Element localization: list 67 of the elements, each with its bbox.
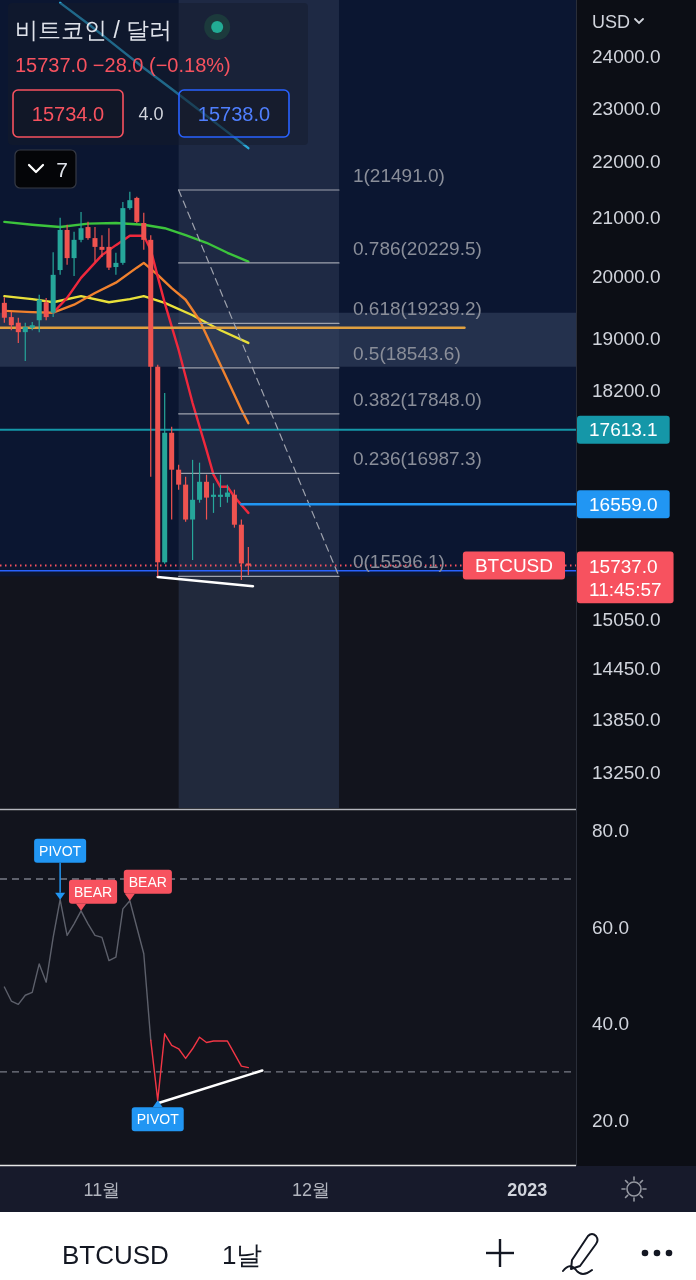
candlestick — [217, 474, 223, 508]
candlestick — [71, 231, 77, 277]
series-label: 0.786(20229.5) — [352, 237, 482, 259]
x-tick-label: 12월 — [292, 1180, 331, 1200]
candlestick — [127, 191, 133, 211]
series-label: PIVOT — [136, 1111, 180, 1128]
candlestick — [210, 482, 216, 514]
candlestick — [197, 462, 203, 504]
candlestick — [204, 474, 210, 521]
y-axis-title: USD — [592, 12, 631, 32]
y-tick-label: 40.0 — [592, 1013, 629, 1035]
annotation: 7 — [56, 157, 68, 181]
candlestick — [190, 459, 196, 561]
x-tick-label: 2023 — [507, 1180, 548, 1200]
ref-line-label: 17613.1 — [589, 419, 658, 441]
candlestick — [78, 211, 84, 243]
text: PIVOT — [39, 842, 82, 859]
candlestick — [224, 484, 230, 504]
series-label: BEAR — [128, 873, 167, 890]
series-label: 0.5(18543.6) — [352, 342, 461, 364]
ref-line-label: 15737.0 11:45:57 — [589, 555, 662, 600]
y-tick-label: 21000.0 — [592, 207, 661, 229]
line-series — [3, 294, 250, 345]
y-tick-label: 15050.0 — [592, 608, 661, 630]
series-label: 0.382(17848.0) — [352, 388, 482, 410]
line-series — [3, 220, 250, 263]
x-tick-label: 11월 — [83, 1180, 121, 1200]
annotation: 4.0 — [138, 104, 164, 124]
candlestick — [106, 227, 112, 271]
y-tick-label: 13850.0 — [592, 709, 661, 731]
candlestick — [8, 311, 14, 331]
candlestick — [1, 296, 7, 324]
series-label: 0.618(19239.2) — [352, 298, 482, 320]
y-tick-label: 23000.0 — [592, 97, 661, 119]
text: 15737.0 −28.0 (−0.18%) — [15, 54, 231, 76]
y-tick-label: 22000.0 — [592, 151, 661, 173]
candlestick — [134, 196, 140, 224]
y-tick-label: 13250.0 — [592, 762, 661, 784]
series-label: 0.236(16987.3) — [352, 448, 482, 470]
text: BEAR — [73, 883, 113, 900]
candlestick — [22, 322, 28, 362]
series-label: 1(21491.0) — [352, 164, 445, 186]
y-tick-label: 20.0 — [592, 1109, 629, 1131]
text: 1날 — [222, 1240, 263, 1270]
y-tick-label: 14450.0 — [592, 657, 661, 679]
candlestick — [92, 226, 98, 263]
y-tick-label: 60.0 — [592, 916, 629, 938]
annotation: 15738.0 — [197, 102, 271, 125]
candlestick — [113, 252, 119, 276]
text: BTCUSD — [62, 1240, 169, 1270]
y-tick-label: 20000.0 — [592, 266, 661, 288]
y-tick-label: 19000.0 — [592, 327, 661, 349]
y-tick-label: 80.0 — [592, 820, 629, 842]
candlestick — [36, 294, 42, 333]
candlestick — [99, 234, 105, 258]
candlestick — [176, 464, 182, 491]
annotation: 15734.0 — [31, 102, 105, 125]
candlestick — [141, 212, 147, 251]
candlestick — [43, 297, 49, 321]
text: 비트코인 / 달러 — [15, 17, 173, 43]
candlestick — [15, 317, 21, 344]
y-tick-label: 18200.0 — [592, 379, 661, 401]
candlestick — [245, 546, 251, 576]
annotation: BTCUSD — [474, 555, 553, 577]
y-tick-label: 24000.0 — [592, 46, 661, 68]
series-label: 16559.0 — [589, 493, 658, 515]
series-label: 0(15596.1) — [352, 551, 445, 573]
